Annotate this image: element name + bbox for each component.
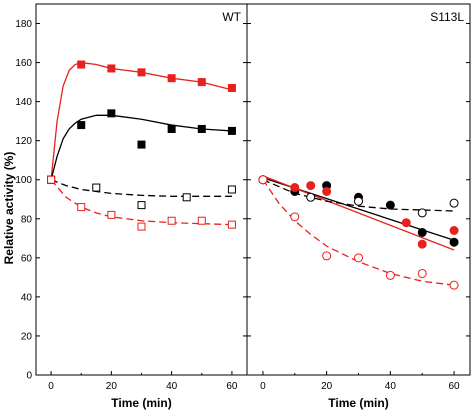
- data-point: [449, 280, 459, 290]
- data-point: [167, 124, 176, 133]
- data-point: [77, 60, 86, 69]
- fit-line: [262, 179, 455, 212]
- data-point: [77, 121, 86, 130]
- panel-label: WT: [222, 10, 241, 24]
- y-tick-label: 100: [15, 175, 32, 186]
- y-tick-label: 180: [15, 19, 32, 30]
- x-tick-label: 40: [385, 381, 397, 392]
- series-1: [258, 175, 459, 251]
- y-tick-label: 20: [21, 331, 33, 342]
- data-point: [107, 109, 116, 118]
- x-tick-label: 20: [106, 381, 118, 392]
- data-point: [385, 270, 395, 280]
- y-tick-label: 60: [21, 253, 33, 264]
- data-point: [47, 175, 56, 184]
- data-point: [182, 193, 191, 202]
- panel-0: 0 20 40 60 80 100 120 140 160 180 0 20 40 60 Time (min…: [15, 3, 248, 410]
- fit-line: [50, 114, 232, 180]
- data-point: [322, 186, 332, 196]
- fit-line: [50, 61, 233, 180]
- data-point: [197, 124, 206, 133]
- y-tick-label: 160: [15, 58, 32, 69]
- data-point: [417, 268, 427, 278]
- data-point: [137, 222, 146, 231]
- fit-line: [50, 179, 232, 197]
- data-point: [227, 83, 236, 92]
- data-point: [449, 198, 459, 208]
- series-3: [47, 175, 236, 231]
- series-1: [47, 109, 236, 184]
- x-axis-label: Time (min): [111, 396, 171, 410]
- data-point: [306, 192, 316, 202]
- panel-1: 0 20 40 60 Time (min) S113L: [246, 3, 471, 410]
- data-point: [449, 237, 459, 247]
- data-point: [354, 253, 363, 263]
- x-axis-label: Time (min): [328, 396, 388, 410]
- data-point: [417, 239, 427, 249]
- x-tick-label: 20: [321, 381, 333, 392]
- data-point: [137, 68, 146, 77]
- panels-group: 0 20 40 60 80 100 120 140 160 180 0 20 40 60 Time (min…: [15, 3, 471, 410]
- data-point: [107, 64, 116, 73]
- panel-frame: [246, 3, 471, 376]
- y-tick-label: 120: [15, 136, 32, 147]
- fit-line: [262, 179, 455, 286]
- data-point: [258, 175, 268, 185]
- data-point: [92, 183, 101, 192]
- x-tick-label: 0: [48, 381, 54, 392]
- panel-frame: [35, 3, 248, 376]
- data-point: [227, 126, 236, 135]
- series-3: [258, 175, 459, 290]
- x-tick-label: 40: [166, 381, 178, 392]
- data-point: [417, 227, 427, 237]
- data-point: [290, 183, 300, 193]
- y-tick-label: 80: [21, 214, 33, 225]
- data-point: [290, 212, 300, 222]
- data-point: [322, 251, 332, 261]
- data-point: [197, 216, 206, 225]
- data-point: [197, 78, 206, 87]
- data-point: [167, 216, 176, 225]
- data-point: [449, 226, 459, 236]
- data-point: [306, 181, 316, 191]
- y-tick-label: 0: [26, 371, 32, 382]
- y-tick-label: 140: [15, 97, 32, 108]
- data-point: [354, 196, 363, 206]
- x-tick-label: 60: [449, 381, 461, 392]
- data-point: [227, 220, 236, 229]
- data-point: [107, 210, 116, 219]
- data-point: [137, 201, 146, 210]
- panel-label: S113L: [430, 10, 464, 24]
- series-2: [47, 175, 236, 210]
- data-point: [167, 74, 176, 83]
- data-point: [137, 140, 146, 149]
- x-tick-label: 60: [226, 381, 238, 392]
- data-point: [401, 218, 411, 228]
- x-tick-label: 0: [260, 381, 266, 392]
- data-point: [417, 208, 427, 218]
- data-point: [227, 185, 236, 194]
- y-tick-label: 40: [21, 292, 33, 303]
- data-point: [385, 200, 395, 210]
- data-point: [77, 203, 86, 212]
- y-axis-label: Relative activity (%): [2, 152, 16, 265]
